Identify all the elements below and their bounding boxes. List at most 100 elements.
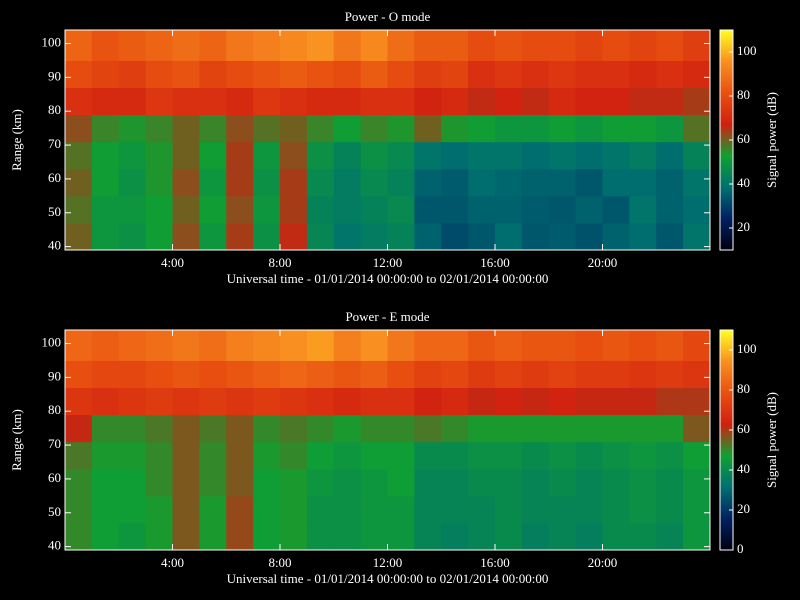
heat-cell	[414, 441, 442, 470]
heat-cell	[172, 141, 200, 170]
heat-cell	[656, 168, 684, 197]
heat-cell	[495, 30, 523, 61]
x-tick-label: 4:00	[161, 255, 184, 270]
heat-cell	[226, 141, 254, 170]
heat-cell	[226, 414, 254, 443]
heat-cell	[495, 60, 523, 89]
heat-cell	[65, 387, 93, 416]
heat-cell	[253, 387, 281, 416]
y-tick-label: 50	[48, 204, 61, 219]
heat-cell	[387, 387, 415, 416]
heat-cell	[226, 114, 254, 143]
heat-cell	[387, 468, 415, 497]
heat-cell	[575, 30, 603, 61]
colorbar-tick-label: 80	[737, 381, 750, 396]
heat-cell	[333, 87, 362, 116]
heat-cell	[441, 387, 469, 416]
heat-cell	[495, 495, 523, 524]
heat-cell	[414, 522, 442, 551]
heat-cell	[91, 114, 120, 143]
y-tick-label: 90	[48, 68, 61, 83]
heat-cell	[226, 468, 254, 497]
heat-cell	[280, 522, 308, 551]
heat-cell	[333, 441, 362, 470]
heat-cell	[575, 522, 603, 551]
heat-cell	[387, 441, 415, 470]
heat-cell	[65, 414, 93, 443]
heat-cell	[226, 87, 254, 116]
heat-cell	[360, 360, 388, 389]
heat-cell	[280, 414, 308, 443]
heat-cell	[495, 330, 523, 361]
y-tick-label: 60	[48, 170, 61, 185]
heat-cell	[495, 87, 523, 116]
heat-cell	[602, 414, 630, 443]
heat-cell	[602, 87, 630, 116]
heat-cell	[145, 387, 173, 416]
heat-cell	[199, 60, 227, 89]
heat-cell	[306, 522, 335, 551]
heat-cell	[629, 87, 657, 116]
x-tick-label: 20:00	[588, 255, 618, 270]
heat-cell	[548, 30, 577, 61]
heat-cell	[602, 330, 630, 361]
heat-cell	[118, 387, 147, 416]
heat-cell	[656, 330, 684, 361]
heat-cell	[548, 222, 577, 251]
y-tick-label: 100	[42, 335, 62, 350]
heat-cell	[226, 60, 254, 89]
x-tick-label: 12:00	[373, 555, 403, 570]
heat-cell	[575, 360, 603, 389]
heat-cell	[656, 468, 684, 497]
heat-cell	[683, 495, 711, 524]
heat-cell	[199, 441, 227, 470]
heat-cell	[91, 468, 120, 497]
heat-cell	[441, 141, 469, 170]
heat-cell	[387, 60, 415, 89]
heat-cell	[602, 468, 630, 497]
heat-cell	[118, 330, 147, 361]
heat-cell	[468, 141, 496, 170]
heat-cell	[145, 414, 173, 443]
heat-cell	[521, 468, 550, 497]
heat-cell	[172, 387, 200, 416]
heat-cell	[575, 330, 603, 361]
heat-cell	[629, 468, 657, 497]
heat-cell	[280, 468, 308, 497]
heat-cell	[683, 30, 711, 61]
x-tick-label: 8:00	[268, 555, 291, 570]
heat-cell	[468, 414, 496, 443]
heat-cell	[199, 414, 227, 443]
heat-cell	[145, 222, 173, 251]
heat-cell	[656, 87, 684, 116]
heat-cell	[656, 222, 684, 251]
heat-cell	[387, 495, 415, 524]
heat-cell	[521, 441, 550, 470]
heat-cell	[172, 60, 200, 89]
heat-cell	[91, 330, 120, 361]
heat-cell	[333, 468, 362, 497]
heat-cell	[226, 360, 254, 389]
heat-cell	[199, 360, 227, 389]
heat-cell	[253, 222, 281, 251]
heat-cell	[306, 360, 335, 389]
x-axis-label: Universal time - 01/01/2014 00:00:00 to …	[227, 571, 549, 586]
heat-cell	[575, 168, 603, 197]
heat-cell	[441, 195, 469, 224]
heat-cell	[629, 168, 657, 197]
heat-cell	[91, 222, 120, 251]
heat-cell	[656, 387, 684, 416]
heat-cell	[199, 522, 227, 551]
heat-cell	[629, 60, 657, 89]
heat-cell	[118, 414, 147, 443]
heat-cell	[199, 87, 227, 116]
colorbar-tick-label: 100	[737, 43, 757, 58]
heat-cell	[575, 195, 603, 224]
heat-cell	[306, 30, 335, 61]
heat-cell	[495, 522, 523, 551]
heat-cell	[521, 114, 550, 143]
heat-cell	[199, 468, 227, 497]
heat-cell	[360, 414, 388, 443]
heat-cell	[602, 222, 630, 251]
heat-cell	[521, 330, 550, 361]
